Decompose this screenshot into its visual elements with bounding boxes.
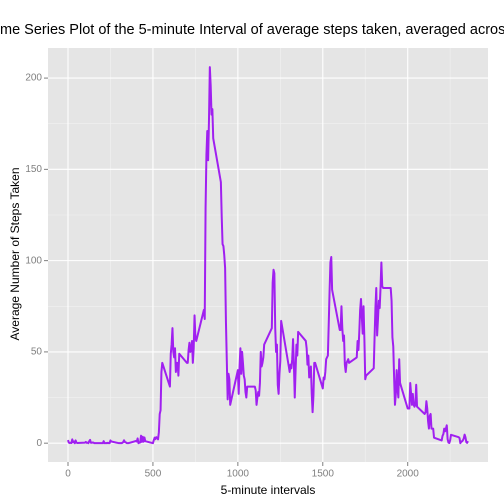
chart-title: me Series Plot of the 5-minute Interval … [0,22,504,38]
y-tick-label: 50 [31,347,43,358]
y-axis-title: Average Number of Steps Taken [8,168,22,341]
marks [67,66,469,445]
y-tick-label: 0 [36,438,42,449]
x-tick-label: 500 [145,469,162,480]
x-tick-label: 1500 [312,469,335,480]
y-tick-label: 100 [25,255,42,266]
x-tick-label: 2000 [397,469,420,480]
x-tick-label: 0 [65,469,71,480]
y-tick-label: 150 [25,164,42,175]
x-axis-title: 5-minute intervals [221,483,316,497]
plot-panel [48,48,488,462]
data-line [67,66,469,445]
grid [48,48,488,462]
x-tick-label: 1000 [227,469,250,480]
y-tick-label: 200 [25,73,42,84]
